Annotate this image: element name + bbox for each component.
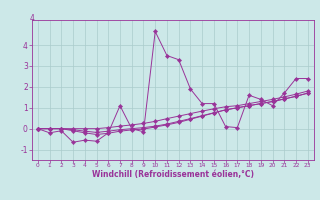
Text: 4: 4	[29, 14, 35, 23]
X-axis label: Windchill (Refroidissement éolien,°C): Windchill (Refroidissement éolien,°C)	[92, 170, 254, 179]
